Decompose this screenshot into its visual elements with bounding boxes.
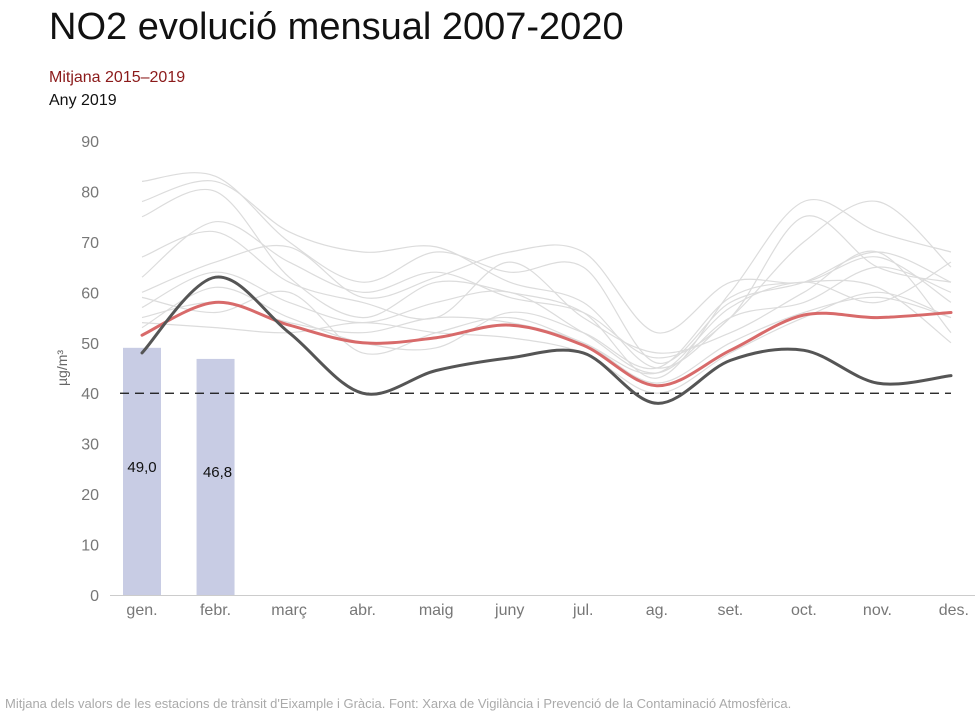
- x-tick-label: ag.: [646, 602, 668, 619]
- chart-title: NO2 evolució mensual 2007-2020: [49, 6, 624, 48]
- y-tick-label: 60: [81, 285, 99, 302]
- legend-average: Mitjana 2015–2019: [49, 69, 186, 86]
- history-line: [141, 296, 952, 384]
- history-line: [141, 230, 952, 354]
- x-tick-label: jul.: [572, 602, 593, 619]
- series-line-average: [140, 300, 953, 388]
- bar-label: 46,8: [203, 464, 232, 481]
- y-tick-label: 0: [90, 588, 99, 605]
- history-line: [141, 244, 952, 334]
- x-tick-label: des.: [939, 602, 969, 619]
- history-line: [141, 188, 952, 379]
- bar: [196, 358, 235, 595]
- series-lines: [140, 275, 953, 405]
- y-tick-label: 80: [81, 184, 99, 201]
- history-line: [141, 279, 952, 370]
- x-tick-label: juny: [494, 602, 524, 619]
- x-tick-label: febr.: [200, 602, 231, 619]
- bar: [123, 347, 161, 595]
- y-tick-label: 40: [81, 386, 99, 403]
- y-tick-label: 20: [81, 487, 99, 504]
- source-note: Mitjana dels valors de les estacions de …: [5, 696, 792, 711]
- x-tick-label: gen.: [126, 602, 157, 619]
- x-tick-label: maig: [419, 602, 454, 619]
- bars: [123, 347, 235, 595]
- history-line: [141, 172, 952, 364]
- legend-year: Any 2019: [49, 92, 117, 109]
- y-tick-label: 70: [81, 235, 99, 252]
- bar-labels: 49,0 46,8: [127, 459, 232, 481]
- axes: 0 10 20 30 40 50 60 70 80 90 gen. febr. març abr. maig…: [81, 134, 975, 619]
- history-line: [141, 261, 952, 375]
- y-tick-label: 30: [81, 437, 99, 454]
- y-tick-label: 10: [81, 538, 99, 555]
- history-lines: [141, 172, 952, 394]
- y-tick-label: 50: [81, 336, 99, 353]
- no2-chart: 0 10 20 30 40 50 60 70 80 90 gen. febr. març abr. maig…: [54, 134, 975, 619]
- x-tick-label: març: [271, 602, 307, 619]
- history-line: [141, 180, 952, 369]
- x-tick-label: oct.: [791, 602, 817, 619]
- series-line-year: [140, 275, 953, 405]
- history-line: [141, 291, 952, 394]
- history-line: [141, 215, 952, 359]
- x-tick-label: set.: [717, 602, 743, 619]
- y-tick-label: 90: [81, 134, 99, 151]
- x-tick-label: abr.: [349, 602, 376, 619]
- bar-label: 49,0: [127, 459, 156, 476]
- x-tick-label: nov.: [863, 602, 892, 619]
- history-line: [141, 266, 952, 374]
- y-axis-label: µg/m³: [54, 350, 70, 386]
